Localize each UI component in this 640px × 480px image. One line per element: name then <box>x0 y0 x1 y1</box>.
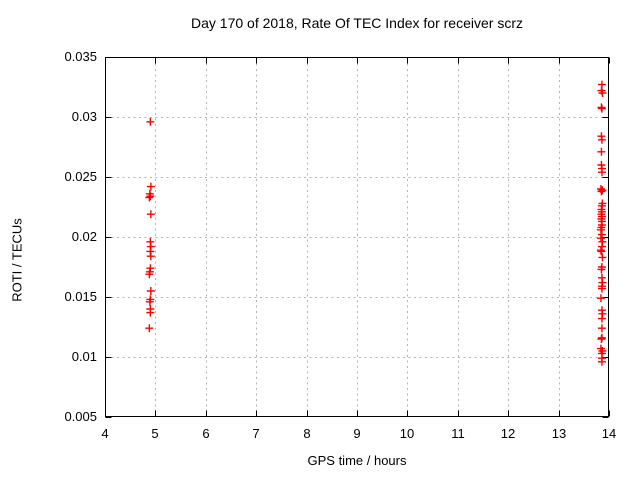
y-tick-label: 0.025 <box>64 169 97 184</box>
x-axis-title: GPS time / hours <box>307 453 407 468</box>
data-point-marker <box>146 210 155 219</box>
x-tick-label: 12 <box>500 426 516 441</box>
y-tick-label: 0.03 <box>71 109 97 124</box>
x-tick-label: 5 <box>151 426 159 441</box>
data-point-marker <box>597 135 606 144</box>
data-point-marker <box>145 193 154 202</box>
x-tick-label: 4 <box>101 426 109 441</box>
data-point-marker <box>146 117 155 126</box>
data-point-marker <box>597 324 606 333</box>
y-tick-label: 0.015 <box>64 289 97 304</box>
data-point-marker <box>145 297 154 306</box>
x-tick-label: 6 <box>202 426 210 441</box>
data-point-marker <box>597 147 606 156</box>
data-point-marker <box>597 187 606 196</box>
data-point-marker <box>146 308 155 317</box>
x-tick-label: 9 <box>353 426 361 441</box>
x-tick-label: 8 <box>303 426 311 441</box>
y-tick-label: 0.035 <box>64 49 97 64</box>
y-tick-label: 0.01 <box>71 349 97 364</box>
data-point-marker <box>597 284 606 293</box>
data-point-marker <box>145 324 154 333</box>
data-point-marker <box>146 287 155 295</box>
y-tick-label: 0.005 <box>64 409 97 424</box>
data-point-marker <box>597 247 606 256</box>
data-point-marker <box>597 230 606 239</box>
data-point-marker <box>597 357 606 366</box>
y-tick-label: 0.02 <box>71 229 97 244</box>
data-point-marker <box>596 294 605 303</box>
plot-border <box>105 57 609 417</box>
data-point-marker <box>597 104 606 113</box>
data-point-marker <box>598 186 607 195</box>
x-tick-label: 10 <box>399 426 415 441</box>
data-point-marker <box>597 168 606 177</box>
data-point-marker <box>598 253 607 262</box>
data-point-marker <box>596 234 605 243</box>
data-point-marker <box>146 252 155 261</box>
chart-title: Day 170 of 2018, Rate Of TEC Index for r… <box>190 15 524 31</box>
data-point-marker <box>597 265 606 274</box>
x-tick-label: 7 <box>252 426 260 441</box>
data-point-marker <box>598 89 607 97</box>
data-point-marker <box>596 225 605 234</box>
data-point-marker <box>146 192 155 201</box>
data-point-marker <box>597 314 606 323</box>
x-tick-label: 11 <box>451 426 465 441</box>
data-point-marker <box>597 335 606 343</box>
x-tick-label: 14 <box>601 426 617 441</box>
data-point-marker <box>146 182 155 191</box>
x-tick-label: 13 <box>551 426 567 441</box>
data-point-marker <box>145 270 154 279</box>
